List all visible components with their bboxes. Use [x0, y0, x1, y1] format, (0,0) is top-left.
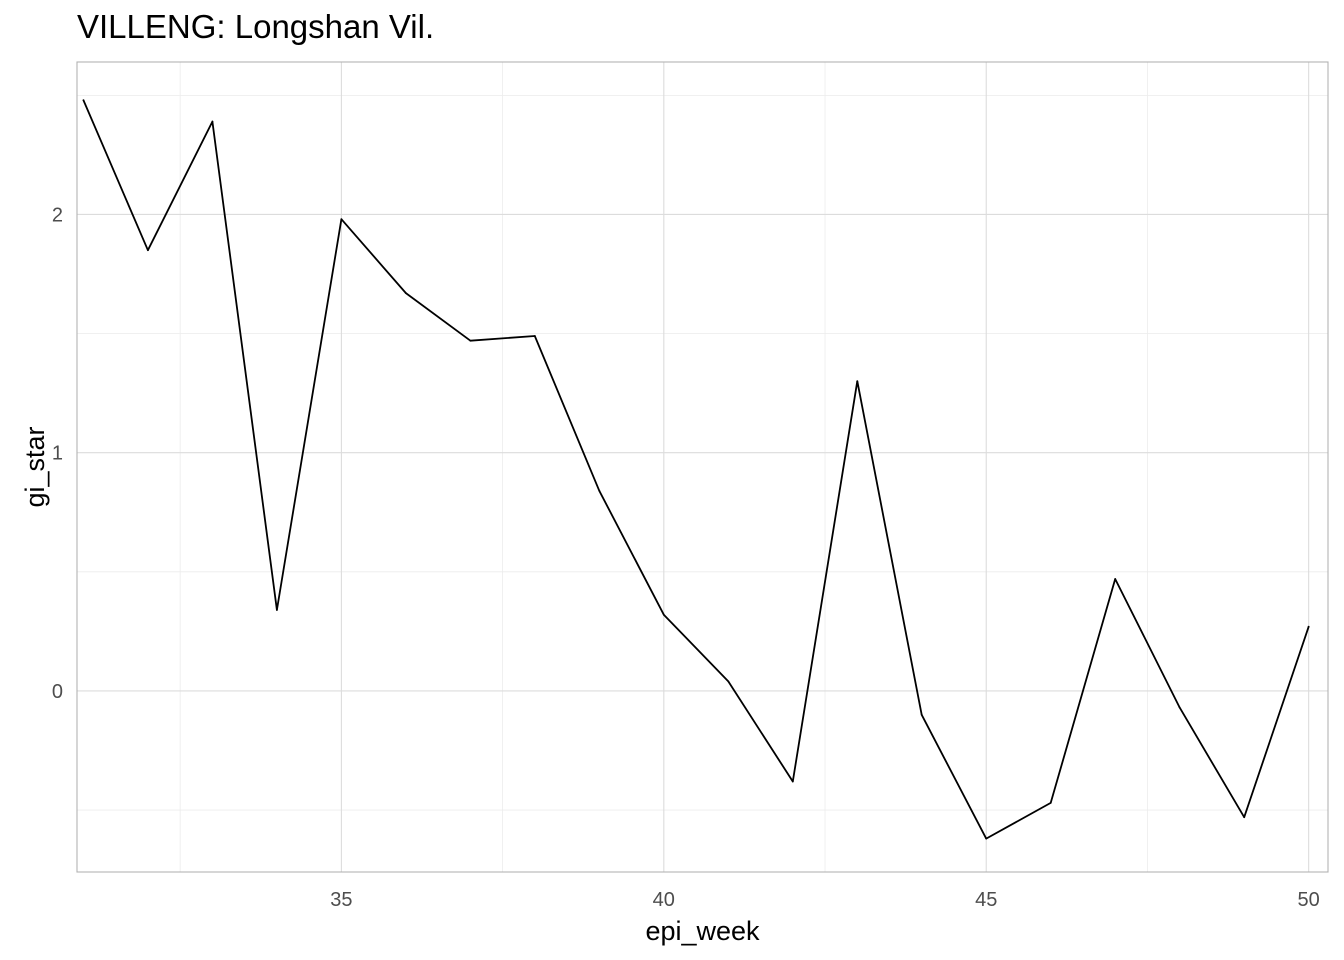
data-series: [82, 99, 1310, 840]
data-point: [791, 780, 794, 783]
y-axis-tick-labels: 0 1 2: [52, 204, 63, 702]
series-line: [82, 99, 1310, 840]
y-tick-label: 0: [52, 681, 63, 703]
chart-title: VILLENG: Longshan Vil.: [77, 8, 435, 45]
data-point: [856, 380, 859, 383]
major-gridlines: [77, 62, 1328, 872]
data-point: [276, 609, 278, 611]
minor-gridlines: [77, 62, 1328, 872]
data-point: [1178, 706, 1181, 709]
data-point: [404, 292, 407, 294]
x-tick-label: 40: [653, 889, 675, 911]
data-point: [662, 613, 665, 616]
plot-panel-border: [76, 61, 1329, 873]
data-point: [82, 99, 85, 102]
x-axis-title: epi_week: [645, 916, 760, 946]
data-point: [920, 713, 923, 716]
x-axis-tick-labels: 35 40 45 50: [330, 889, 1320, 911]
data-point: [340, 218, 343, 221]
data-point: [598, 489, 601, 492]
data-point: [1049, 802, 1052, 804]
data-point: [1114, 578, 1117, 580]
x-tick-label: 45: [975, 889, 997, 911]
y-axis-title: gi_star: [20, 426, 50, 507]
data-point: [469, 339, 472, 342]
y-tick-label: 2: [52, 204, 63, 226]
data-point: [147, 249, 149, 252]
data-point: [985, 837, 988, 840]
data-point: [1243, 816, 1246, 819]
data-point: [533, 335, 536, 337]
data-point: [1307, 625, 1310, 628]
data-point: [727, 680, 730, 683]
x-tick-label: 50: [1298, 889, 1320, 911]
x-tick-label: 35: [330, 889, 352, 911]
y-tick-label: 1: [52, 443, 63, 465]
data-point: [211, 120, 214, 123]
